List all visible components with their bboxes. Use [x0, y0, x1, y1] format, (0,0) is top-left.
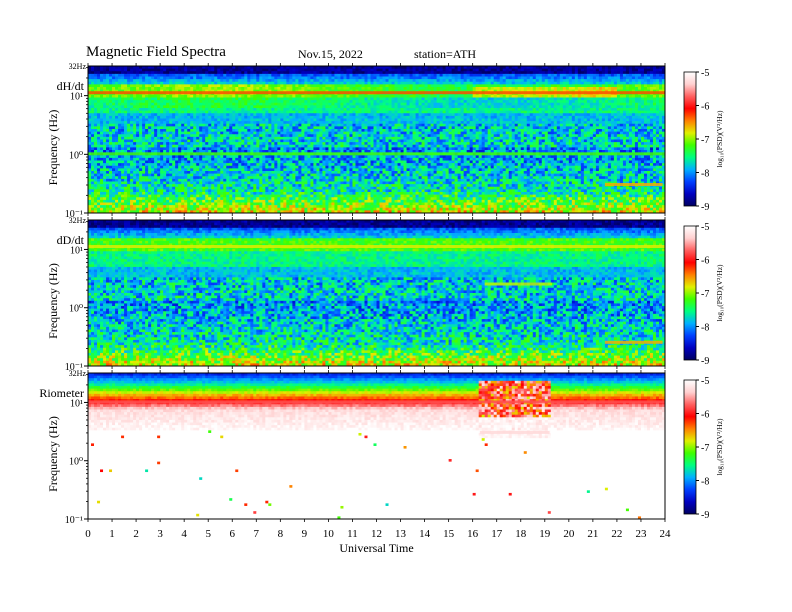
date-label: Nov.15, 2022: [298, 47, 363, 62]
spectral-band: [604, 340, 663, 344]
x-tick-label: 0: [85, 528, 91, 540]
spectral-band: [88, 152, 665, 156]
y-tick-label: 10⁻¹: [65, 362, 83, 373]
spectral-band: [604, 183, 663, 187]
x-tick-label: 9: [302, 528, 308, 540]
colorbar-tick-label: -9: [701, 202, 709, 213]
colorbar: [683, 379, 697, 515]
x-tick-label: 21: [587, 528, 598, 540]
spectral-band: [88, 245, 665, 249]
y-tick-label: 10⁻¹: [65, 515, 83, 526]
colorbar-tick-label: -7: [701, 443, 709, 454]
y-tick-label: 10⁰: [69, 304, 83, 315]
x-tick-label: 4: [181, 528, 187, 540]
y-top-label: 32Hz: [69, 62, 87, 71]
y-top-label: 32Hz: [69, 369, 87, 378]
spectral-band: [88, 400, 665, 404]
x-tick-label: 12: [371, 528, 382, 540]
colorbar: [683, 71, 697, 207]
colorbar-tick-label: -8: [701, 169, 709, 180]
y-tick-label: 10¹: [70, 398, 83, 409]
y-tick-label: 10⁰: [69, 150, 83, 161]
colorbar-tick-label: -5: [701, 68, 709, 79]
y-axis-label: Frequency (Hz): [46, 110, 60, 186]
panel-label: Riometer: [39, 386, 84, 400]
colorbar-label: log₁₀(PSD)(V²/Hz): [715, 418, 724, 476]
x-tick-label: 11: [347, 528, 358, 540]
panel-label: dH/dt: [57, 79, 85, 93]
x-tick-label: 17: [491, 528, 503, 540]
x-tick-label: 5: [205, 528, 211, 540]
x-tick-label: 22: [611, 528, 622, 540]
colorbar-tick-label: -7: [701, 135, 709, 146]
colorbar-tick-label: -6: [701, 102, 709, 113]
x-tick-label: 15: [443, 528, 455, 540]
colorbar-tick-label: -8: [701, 323, 709, 334]
station-label: station=ATH: [414, 47, 476, 62]
colorbar-tick-label: -6: [701, 410, 709, 421]
colorbar-label: log₁₀(PSD)(V²/Hz): [715, 264, 724, 322]
spectral-band: [479, 430, 550, 434]
x-tick-label: 6: [230, 528, 236, 540]
x-tick-label: 23: [635, 528, 647, 540]
x-tick-label: 10: [323, 528, 335, 540]
panel-label: dD/dt: [57, 233, 85, 247]
x-axis-label: Universal Time: [339, 541, 413, 555]
x-tick-label: 16: [467, 528, 479, 540]
spectral-band: [484, 282, 553, 286]
y-axis-label: Frequency (Hz): [46, 416, 60, 492]
colorbar: [683, 225, 697, 361]
spectral-band: [88, 91, 665, 95]
x-tick-label: 24: [660, 528, 672, 540]
y-top-label: 32Hz: [69, 216, 87, 225]
colorbar-tick-label: -5: [701, 222, 709, 233]
x-tick-label: 14: [419, 528, 431, 540]
x-tick-label: 18: [515, 528, 527, 540]
x-tick-label: 13: [395, 528, 407, 540]
y-tick-label: 10¹: [70, 92, 83, 103]
x-tick-label: 2: [133, 528, 139, 540]
colorbar-tick-label: -7: [701, 289, 709, 300]
chart-title: Magnetic Field Spectra: [86, 44, 226, 61]
spectrogram-panel: [88, 66, 665, 213]
colorbar-tick-label: -5: [701, 376, 709, 387]
colorbar-label: log₁₀(PSD)(V²/Hz): [715, 110, 724, 168]
x-tick-label: 3: [157, 528, 163, 540]
x-tick-label: 19: [539, 528, 551, 540]
y-tick-label: 10⁰: [69, 457, 83, 468]
y-tick-label: 10¹: [70, 245, 83, 256]
colorbar-tick-label: -6: [701, 256, 709, 267]
x-tick-label: 8: [278, 528, 284, 540]
spectrogram-panel: [88, 373, 665, 519]
colorbar-tick-label: -8: [701, 477, 709, 488]
y-tick-label: 10⁻¹: [65, 209, 83, 220]
colorbar-tick-label: -9: [701, 356, 709, 367]
x-tick-label: 20: [563, 528, 575, 540]
spectrogram-panel: [88, 220, 665, 366]
colorbar-tick-label: -9: [701, 510, 709, 521]
x-tick-label: 7: [254, 528, 260, 540]
y-axis-label: Frequency (Hz): [46, 263, 60, 339]
x-tick-label: 1: [109, 528, 115, 540]
